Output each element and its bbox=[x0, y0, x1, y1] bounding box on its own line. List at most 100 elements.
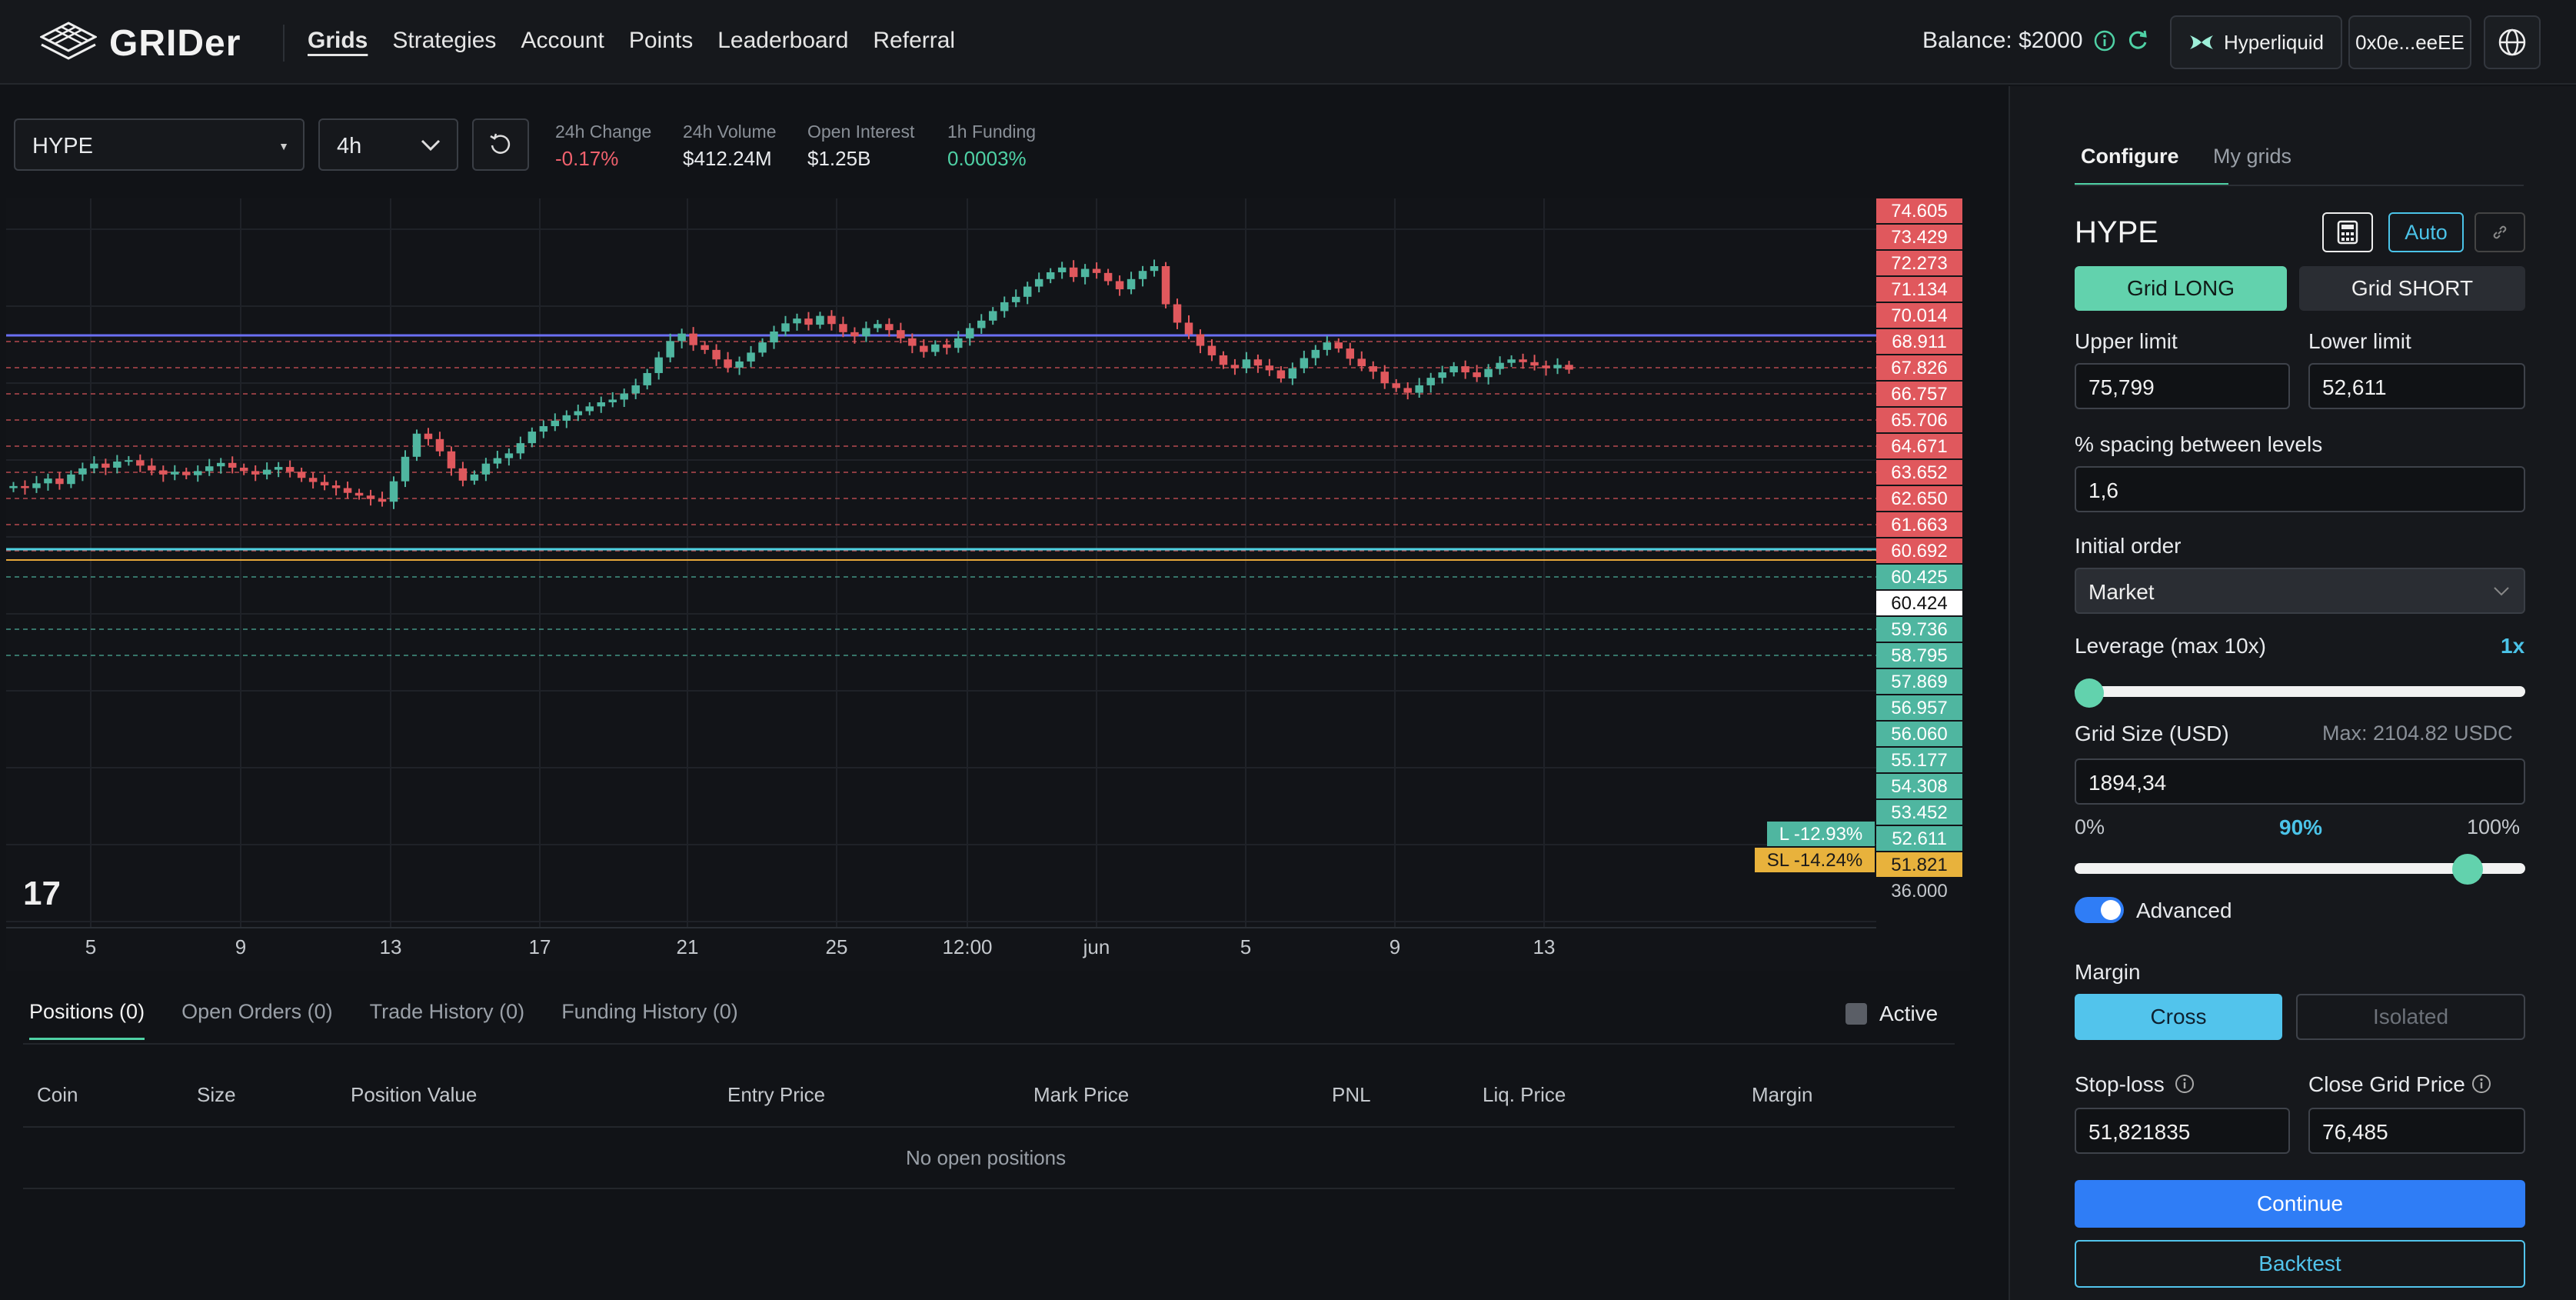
candle-body bbox=[516, 443, 525, 454]
nav-referral[interactable]: Referral bbox=[873, 28, 956, 53]
nav-strategies[interactable]: Strategies bbox=[392, 28, 497, 53]
upper-limit-label: Upper limit bbox=[2075, 329, 2178, 353]
candle-body bbox=[539, 425, 548, 432]
calculator-button[interactable] bbox=[2322, 212, 2373, 252]
info-icon[interactable] bbox=[2094, 30, 2115, 52]
upper-limit-input[interactable]: 75,799 bbox=[2075, 363, 2290, 409]
stop-loss-tag: SL -14.24% bbox=[1767, 850, 1863, 871]
advanced-toggle[interactable] bbox=[2075, 897, 2124, 923]
globe-icon bbox=[2498, 28, 2526, 56]
stat-value: $412.24M bbox=[683, 147, 772, 170]
x-tick-label: 5 bbox=[1240, 935, 1251, 958]
cross-margin-button[interactable]: Cross bbox=[2075, 994, 2282, 1040]
price-tag-bg bbox=[1876, 774, 1962, 798]
active-filter[interactable]: Active bbox=[1845, 1002, 1938, 1026]
close-grid-price-info-icon[interactable] bbox=[2471, 1074, 2491, 1094]
candle-body bbox=[1530, 362, 1539, 366]
grid-size-input[interactable]: 1894,34 bbox=[2075, 758, 2525, 805]
price-axis-label: 51.821 bbox=[1891, 855, 1947, 875]
stat-label: Open Interest bbox=[807, 122, 915, 142]
candle-body bbox=[724, 359, 732, 368]
auto-button[interactable]: Auto bbox=[2388, 212, 2464, 252]
language-button[interactable] bbox=[2484, 15, 2541, 69]
price-tag-bg bbox=[1876, 198, 1962, 223]
price-tag-bg bbox=[1876, 617, 1962, 642]
candle-body bbox=[274, 467, 283, 470]
candle-body bbox=[551, 420, 560, 426]
candle-body bbox=[1173, 304, 1182, 323]
close-grid-price-label: Close Grid Price bbox=[2308, 1072, 2465, 1096]
candle-body bbox=[712, 349, 721, 360]
price-chart[interactable]: 5 9 13 17 21 25 12:00 jun 5 9 13 74.605 73.429 72.273… bbox=[6, 198, 1970, 971]
grid-size-max: Max: 2104.82 USDC bbox=[2322, 722, 2513, 745]
candle-body bbox=[920, 345, 928, 352]
candle-body bbox=[9, 485, 18, 488]
nav-grids[interactable]: Grids bbox=[308, 28, 368, 53]
candle-body bbox=[1300, 358, 1309, 368]
candle-body bbox=[562, 415, 571, 421]
candle-body bbox=[1565, 365, 1573, 370]
exchange-button[interactable]: Hyperliquid bbox=[2170, 15, 2342, 69]
candle-body bbox=[701, 345, 709, 350]
candle-body bbox=[1323, 342, 1332, 350]
tab-open-orders[interactable]: Open Orders (0) bbox=[181, 1000, 333, 1023]
stop-loss-input[interactable]: 51,821835 bbox=[2075, 1108, 2290, 1154]
nav-leaderboard[interactable]: Leaderboard bbox=[717, 28, 849, 53]
wallet-button[interactable]: 0x0e...eeEE bbox=[2348, 15, 2471, 69]
lower-limit-label: Lower limit bbox=[2308, 329, 2411, 353]
reset-chart-button[interactable] bbox=[472, 118, 529, 171]
candle-body bbox=[320, 482, 329, 485]
price-tag-bg bbox=[1876, 303, 1962, 328]
refresh-icon[interactable] bbox=[2126, 29, 2149, 52]
logo[interactable]: GRIDer bbox=[40, 22, 241, 65]
backtest-button[interactable]: Backtest bbox=[2075, 1240, 2525, 1288]
x-tick-label: 13 bbox=[1533, 935, 1556, 958]
coin-select[interactable]: HYPE ▼ bbox=[14, 118, 305, 171]
stat-label: 1h Funding bbox=[947, 122, 1037, 142]
close-grid-price-input[interactable]: 76,485 bbox=[2308, 1108, 2525, 1154]
leverage-slider-thumb[interactable] bbox=[2075, 678, 2104, 708]
lower-limit-input[interactable]: 52,611 bbox=[2308, 363, 2525, 409]
tab-positions[interactable]: Positions (0) bbox=[29, 1000, 145, 1040]
candle-body bbox=[1519, 359, 1527, 362]
candle-body bbox=[389, 481, 398, 502]
active-checkbox[interactable] bbox=[1845, 1003, 1867, 1025]
app-name: GRIDer bbox=[109, 22, 241, 64]
candle-body bbox=[850, 332, 859, 337]
tab-my-grids[interactable]: My grids bbox=[2213, 145, 2292, 168]
candle-body bbox=[136, 460, 145, 466]
isolated-margin-button[interactable]: Isolated bbox=[2296, 994, 2525, 1040]
grid-size-slider-thumb[interactable] bbox=[2452, 854, 2484, 885]
lower-limit-tag-bg bbox=[1767, 822, 1875, 846]
tab-trade-history[interactable]: Trade History (0) bbox=[369, 1000, 525, 1023]
nav-account[interactable]: Account bbox=[521, 28, 604, 53]
candle-body bbox=[1369, 366, 1378, 372]
interval-select[interactable]: 4h bbox=[318, 118, 458, 171]
grid-long-button[interactable]: Grid LONG bbox=[2075, 266, 2287, 311]
candle-body bbox=[1415, 385, 1423, 393]
x-tick-label: 17 bbox=[529, 935, 551, 958]
stat-value: 0.0003% bbox=[947, 147, 1027, 170]
stat-1h-funding: 1h Funding 0.0003% bbox=[947, 122, 1036, 171]
candle-body bbox=[1438, 372, 1446, 378]
leverage-label: Leverage (max 10x) bbox=[2075, 634, 2267, 658]
initial-order-select[interactable]: Market bbox=[2075, 568, 2525, 614]
price-tag-bg bbox=[1876, 277, 1962, 302]
stop-loss-info-icon[interactable] bbox=[2175, 1074, 2195, 1094]
stop-loss-tag-bg bbox=[1755, 848, 1875, 872]
grid-short-button[interactable]: Grid SHORT bbox=[2299, 266, 2525, 311]
grid-size-slider[interactable] bbox=[2075, 863, 2525, 874]
leverage-slider[interactable] bbox=[2075, 686, 2525, 697]
advanced-label: Advanced bbox=[2136, 898, 2232, 922]
tab-configure[interactable]: Configure bbox=[2081, 145, 2179, 168]
share-link-button[interactable] bbox=[2474, 212, 2525, 252]
spacing-input[interactable]: 1,6 bbox=[2075, 466, 2525, 512]
candle-body bbox=[1069, 267, 1078, 278]
nav-points[interactable]: Points bbox=[628, 28, 694, 53]
candle-body bbox=[1138, 271, 1147, 279]
chart-canvas[interactable]: 5 9 13 17 21 25 12:00 jun 5 9 13 74.605 73.429 72.273… bbox=[6, 198, 1970, 971]
candle-body bbox=[1092, 268, 1101, 273]
candle-body bbox=[1392, 383, 1400, 388]
continue-button[interactable]: Continue bbox=[2075, 1180, 2525, 1228]
tab-funding-history[interactable]: Funding History (0) bbox=[561, 1000, 738, 1023]
